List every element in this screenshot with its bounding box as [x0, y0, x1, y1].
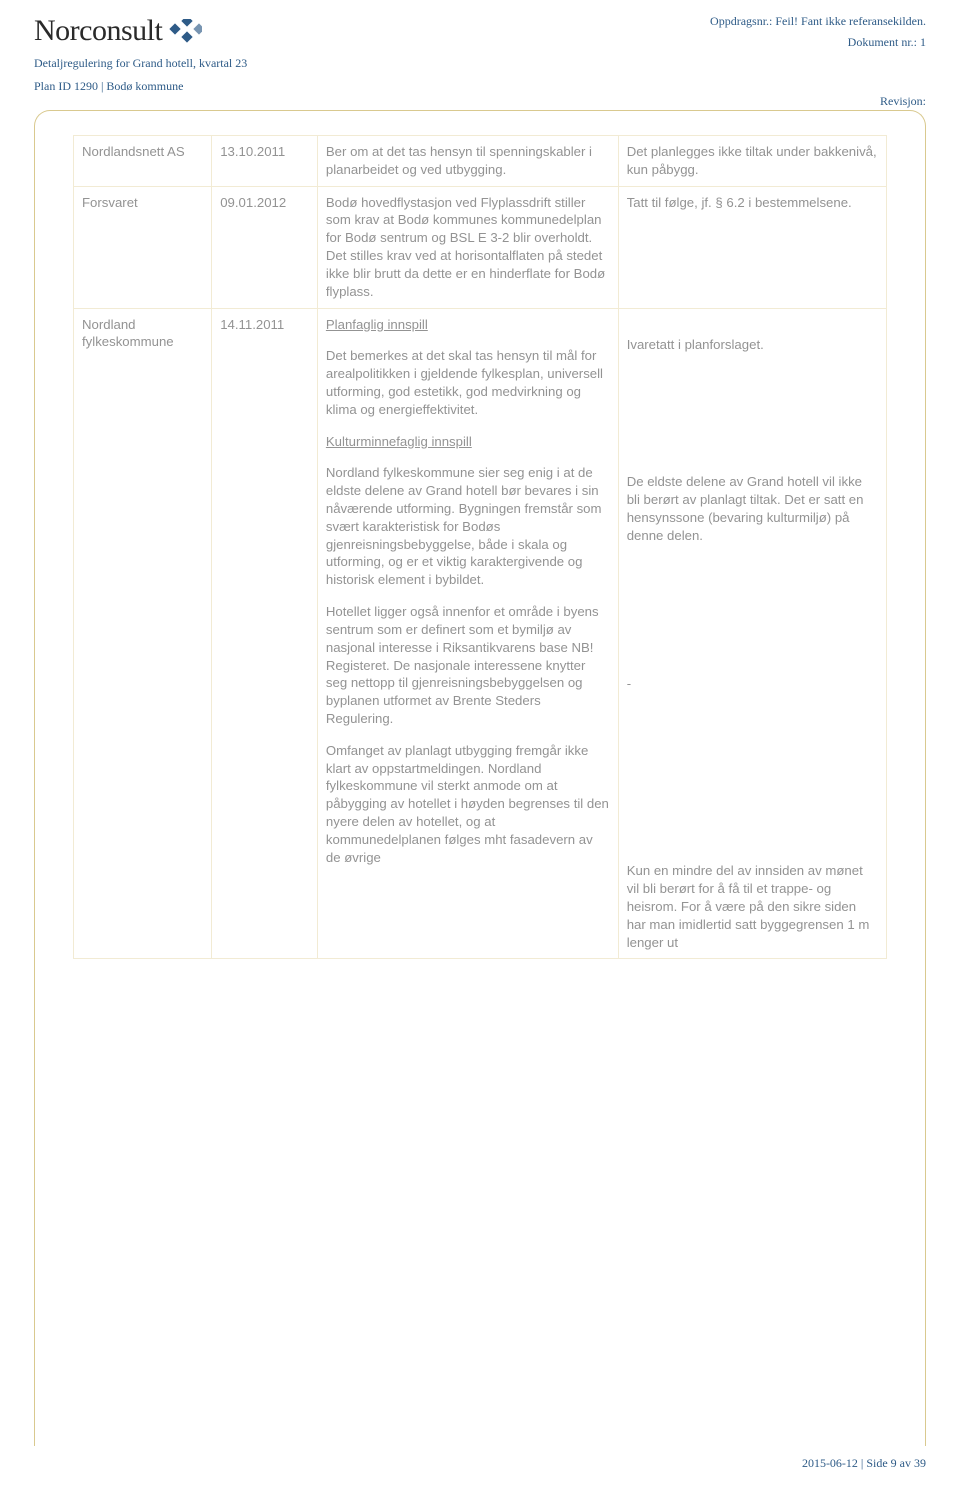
meta-revision: Revisjon:	[710, 94, 926, 109]
paragraph: Hotellet ligger også innenfor et område …	[326, 603, 610, 728]
paragraph: Tatt til følge, jf. § 6.2 i bestemmelsen…	[627, 194, 878, 212]
col-source: Nordland fylkeskommune	[74, 308, 212, 959]
paragraph: Bodø hovedflystasjon ved Flyplassdrift s…	[326, 194, 610, 301]
col-response: Det planlegges ikke tiltak under bakkeni…	[618, 136, 886, 187]
col-date: 14.11.2011	[212, 308, 318, 959]
header-right-meta: Oppdragsnr.: Feil! Fant ikke referanseki…	[710, 14, 926, 109]
page-footer: 2015-06-12 | Side 9 av 39	[0, 1446, 960, 1487]
table-row: Nordlandsnett AS13.10.2011Ber om at det …	[74, 136, 887, 187]
col-input: Bodø hovedflystasjon ved Flyplassdrift s…	[317, 186, 618, 308]
paragraph: Omfanget av planlagt utbygging fremgår i…	[326, 742, 610, 867]
meta-dokument: Dokument nr.: 1	[710, 35, 926, 50]
paragraph: Kulturminnefaglig innspill	[326, 433, 610, 451]
meta-oppdrag: Oppdragsnr.: Feil! Fant ikke referanseki…	[710, 14, 926, 29]
logo-text: Norconsult	[34, 14, 162, 48]
paragraph: Nordland fylkeskommune sier seg enig i a…	[326, 464, 610, 589]
paragraph: Ivaretatt i planforslaget.	[627, 336, 878, 354]
footer-text: 2015-06-12 | Side 9 av 39	[802, 1456, 926, 1471]
col-source: Nordlandsnett AS	[74, 136, 212, 187]
logo-icon	[168, 19, 202, 47]
col-input: Ber om at det tas hensyn til spenningska…	[317, 136, 618, 187]
paragraph: -	[627, 675, 878, 693]
inputs-table: Nordlandsnett AS13.10.2011Ber om at det …	[73, 135, 887, 959]
paragraph: Kun en mindre del av innsiden av mønet v…	[627, 862, 878, 951]
paragraph: Det planlegges ikke tiltak under bakkeni…	[627, 143, 878, 179]
col-date: 13.10.2011	[212, 136, 318, 187]
col-source: Forsvaret	[74, 186, 212, 308]
paragraph: De eldste delene av Grand hotell vil ikk…	[627, 473, 878, 544]
paragraph: Ber om at det tas hensyn til spenningska…	[326, 143, 610, 179]
paragraph: Det bemerkes at det skal tas hensyn til …	[326, 347, 610, 418]
paragraph: Planfaglig innspill	[326, 316, 610, 334]
col-response: Tatt til følge, jf. § 6.2 i bestemmelsen…	[618, 186, 886, 308]
table-row: Forsvaret09.01.2012Bodø hovedflystasjon …	[74, 186, 887, 308]
page-header: Norconsult Detaljregulering for Grand ho…	[0, 0, 960, 106]
col-date: 09.01.2012	[212, 186, 318, 308]
col-input: Planfaglig innspill Det bemerkes at det s…	[317, 308, 618, 959]
table-row: Nordland fylkeskommune14.11.2011Planfagl…	[74, 308, 887, 959]
content-frame: Nordlandsnett AS13.10.2011Ber om at det …	[34, 110, 926, 1446]
col-response: Ivaretatt i planforslaget. De eldste dele…	[618, 308, 886, 959]
